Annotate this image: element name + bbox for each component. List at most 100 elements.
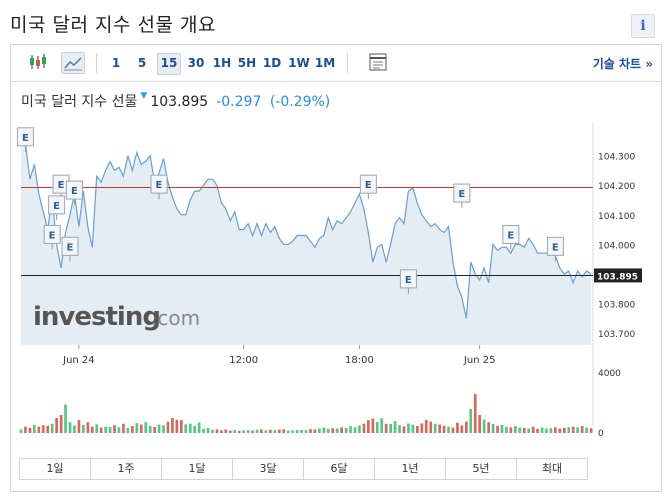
volume-bar (166, 421, 170, 433)
volume-bar (255, 429, 259, 433)
price-change: -0.297 (216, 94, 262, 110)
event-marker-label: E (71, 186, 78, 197)
event-marker-label: E (156, 180, 163, 191)
event-marker-label: E (58, 180, 65, 191)
volume-bar (313, 429, 317, 433)
volume-bar (549, 428, 553, 433)
volume-bar (362, 423, 366, 433)
range-button-1y[interactable]: 1년 (375, 459, 446, 479)
volume-bar (358, 425, 361, 433)
volume-bar (380, 418, 384, 433)
event-marker (453, 183, 471, 203)
volume-bar (589, 428, 593, 433)
volume-bar (68, 422, 72, 433)
volume-bar (375, 421, 379, 433)
price-line (20, 131, 592, 319)
volume-bar (416, 426, 419, 433)
x-tick-label: 12:00 (229, 355, 258, 366)
event-marker-label: E (22, 133, 29, 144)
volume-bar (465, 421, 468, 433)
event-marker-label: E (507, 230, 514, 241)
volume-bar (496, 425, 499, 433)
price-change-percent: (-0.29%) (269, 94, 331, 110)
volume-bar (456, 422, 459, 433)
range-button-1d[interactable]: 1일 (20, 459, 91, 479)
volume-bar (99, 427, 103, 433)
range-bar: 1일 1주 1달 3달 6달 1년 5년 최대 (19, 458, 588, 480)
range-button-6m[interactable]: 6달 (304, 459, 375, 479)
chart-toolbar: 1 5 15 30 1H 5H 1D 1W 1M 기술 차트 » (11, 45, 661, 82)
volume-bar (349, 426, 352, 433)
timeframe-1h[interactable]: 1H (212, 56, 232, 70)
line-chart-icon[interactable] (61, 52, 85, 74)
volume-bar (482, 419, 486, 433)
volume-bar (335, 428, 339, 433)
timeframe-1d[interactable]: 1D (262, 56, 282, 70)
volume-bar (273, 430, 277, 433)
volume-bar (558, 428, 562, 433)
candlestick-icon[interactable] (27, 52, 49, 72)
volume-bar (246, 430, 250, 433)
current-price-label: 103.895 (597, 272, 638, 282)
timeframe-1w[interactable]: 1W (288, 56, 310, 70)
volume-bar (554, 427, 557, 433)
volume-bar (50, 423, 54, 433)
y-tick-label: 104.000 (598, 241, 635, 251)
volume-bar (90, 426, 94, 433)
volume-bar (509, 427, 513, 433)
table-icon[interactable] (367, 52, 389, 72)
volume-bar (322, 427, 326, 433)
range-button-1m[interactable]: 1달 (162, 459, 233, 479)
volume-bar (447, 426, 450, 433)
event-marker (43, 224, 61, 244)
current-price-box (594, 268, 642, 283)
volume-bar (411, 424, 415, 433)
range-button-max[interactable]: 최대 (541, 462, 563, 475)
down-arrow-icon: ▼ (140, 91, 148, 101)
volume-bar (429, 421, 433, 433)
volume-bar (144, 422, 148, 433)
volume-tick-label: 0 (598, 429, 604, 439)
volume-bar (460, 425, 464, 433)
timeframe-5[interactable]: 5 (137, 56, 147, 70)
volume-bar (220, 430, 223, 433)
range-button-3m[interactable]: 3달 (233, 459, 304, 479)
volume-bar (353, 427, 357, 433)
timeframe-1[interactable]: 1 (111, 56, 121, 70)
volume-bar (326, 428, 330, 433)
x-tick-label: Jun 24 (62, 355, 95, 366)
event-marker (65, 180, 83, 200)
volume-bar (233, 430, 237, 433)
volume-bar (19, 429, 23, 433)
technical-chart-link[interactable]: 기술 차트 » (592, 57, 653, 71)
volume-bar (295, 430, 299, 433)
volume-bar (77, 420, 81, 433)
volume-bar (162, 425, 165, 433)
toolbar-separator (347, 53, 348, 73)
range-button-5y[interactable]: 5년 (446, 459, 517, 479)
volume-bar (433, 423, 437, 433)
timeframe-30[interactable]: 30 (187, 56, 205, 70)
range-button-1w[interactable]: 1주 (91, 459, 162, 479)
volume-bar (478, 415, 481, 433)
timeframe-1m[interactable]: 1M (314, 56, 336, 70)
toolbar-separator (96, 53, 97, 73)
last-price: 103.895 (150, 94, 209, 110)
event-marker-label: E (365, 180, 372, 191)
event-marker-label: E (458, 189, 465, 200)
volume-bar (514, 426, 517, 433)
event-marker (16, 127, 34, 147)
event-marker-label: E (49, 230, 56, 241)
volume-bar (407, 423, 410, 433)
volume-bar (117, 427, 121, 433)
volume-bar (242, 430, 245, 433)
timeframe-15[interactable]: 15 (157, 53, 181, 75)
timeframe-5h[interactable]: 5H (237, 56, 257, 70)
event-marker-label: E (405, 275, 412, 286)
volume-bar (304, 430, 308, 433)
info-icon[interactable]: i (631, 14, 655, 38)
volume-bar (442, 425, 446, 433)
instrument-name: 미국 달러 지수 선물 (21, 94, 138, 110)
volume-bar (398, 425, 401, 433)
volume-bar (175, 419, 179, 433)
